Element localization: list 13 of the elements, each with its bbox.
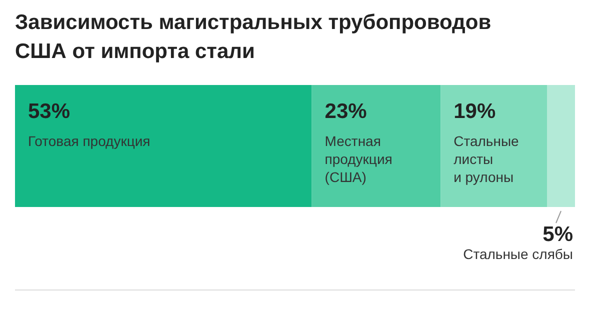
- bar: [547, 85, 575, 207]
- text: Стальные слябы: [463, 246, 573, 262]
- data-label: 23%: [324, 100, 368, 123]
- series-label: Местная продукция (США): [324, 133, 392, 185]
- data-label: 19%: [454, 100, 496, 123]
- chart-title: Зависимость магистральных трубопроводов США от импорта стали: [15, 11, 492, 63]
- data-label: 5%: [542, 223, 574, 246]
- bar: [312, 85, 441, 207]
- bar: [440, 85, 547, 207]
- bar: [15, 85, 312, 207]
- series-label: Готовая продукция: [28, 133, 150, 149]
- data-label: 53%: [28, 100, 70, 123]
- series-label: Стальные листы и рулоны: [454, 133, 520, 185]
